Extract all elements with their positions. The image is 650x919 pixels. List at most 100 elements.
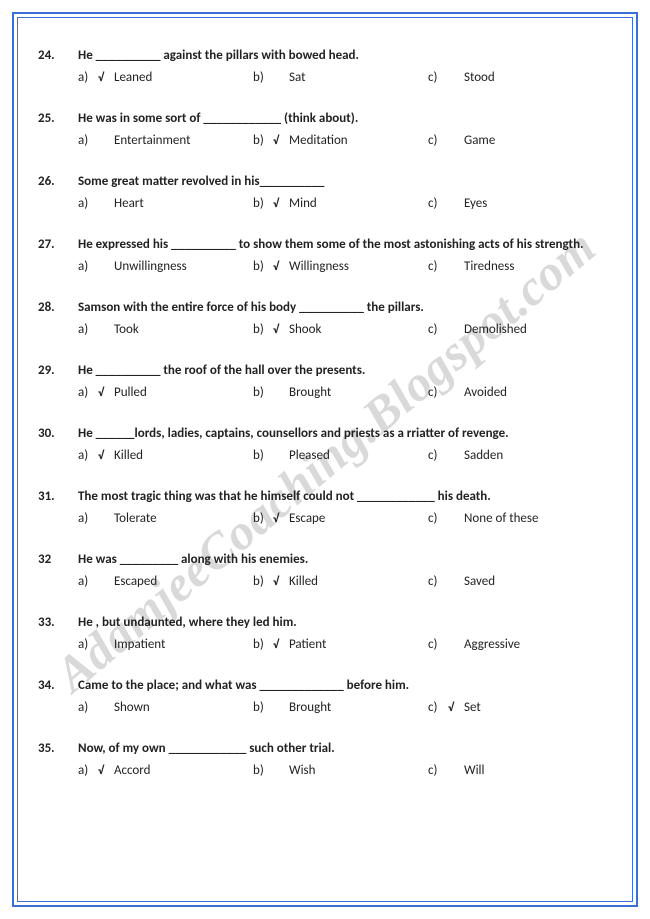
spacer xyxy=(38,282,612,298)
option-text: Brought xyxy=(289,698,331,718)
option-letter: a) xyxy=(78,698,98,718)
spacer xyxy=(38,723,612,739)
option: b)√Meditation xyxy=(253,131,428,151)
option-letter: c) xyxy=(428,635,448,655)
option: c)Avoided xyxy=(428,383,612,403)
spacer xyxy=(38,597,612,613)
option-letter: c) xyxy=(428,509,448,529)
option-letter: a) xyxy=(78,509,98,529)
option-letter: b) xyxy=(253,257,273,277)
option-text: Took xyxy=(114,320,139,340)
option: b)√Mind xyxy=(253,194,428,214)
option: a)Entertainment xyxy=(78,131,253,151)
option-text: Tiredness xyxy=(464,257,514,277)
option-letter: a) xyxy=(78,68,98,88)
spacer xyxy=(38,93,612,109)
option: b)Sat xyxy=(253,68,428,88)
option: a)Impatient xyxy=(78,635,253,655)
option-text: Mind xyxy=(289,194,317,214)
tick-icon: √ xyxy=(98,384,114,402)
options-row: a)Escapedb)√Killedc)Saved xyxy=(78,572,612,592)
question-body: The most tragic thing was that he himsel… xyxy=(78,487,612,528)
option: c)None of these xyxy=(428,509,612,529)
tick-icon: √ xyxy=(273,573,289,591)
option-letter: a) xyxy=(78,572,98,592)
question-number: 34. xyxy=(38,676,78,717)
option-text: Stood xyxy=(464,68,495,88)
options-row: a)Impatientb)√Patientc)Aggressive xyxy=(78,635,612,655)
option-letter: a) xyxy=(78,635,98,655)
question-number: 33. xyxy=(38,613,78,654)
question-body: Some great matter revolved in his_______… xyxy=(78,172,612,213)
question-number: 24. xyxy=(38,46,78,87)
option: b)√Shook xyxy=(253,320,428,340)
option-text: Game xyxy=(464,131,495,151)
question-stem: Samson with the entire force of his body… xyxy=(78,298,612,318)
options-row: a)√Pulledb) Brought c)Avoided xyxy=(78,383,612,403)
option-text: Leaned xyxy=(114,68,152,88)
question: 29.He __________ the roof of the hall ov… xyxy=(38,361,612,402)
option-text: Killed xyxy=(114,446,143,466)
option-letter: b) xyxy=(253,194,273,214)
option: a)Escaped xyxy=(78,572,253,592)
option-letter: a) xyxy=(78,194,98,214)
tick-icon: √ xyxy=(448,699,464,717)
question-body: He was in some sort of ____________ (thi… xyxy=(78,109,612,150)
question-body: He , but undaunted, where they led him.a… xyxy=(78,613,612,654)
option: b)Wish xyxy=(253,761,428,781)
option-text: Wish xyxy=(289,761,315,781)
option: b) Brought xyxy=(253,383,428,403)
option-text: Sadden xyxy=(464,446,503,466)
option-letter: c) xyxy=(428,383,448,403)
question: 25.He was in some sort of ____________ (… xyxy=(38,109,612,150)
question-number: 27. xyxy=(38,235,78,276)
spacer xyxy=(38,345,612,361)
question-stem: He __________ against the pillars with b… xyxy=(78,46,612,66)
option-letter: a) xyxy=(78,320,98,340)
option: a)Tolerate xyxy=(78,509,253,529)
option-text: Demolished xyxy=(464,320,527,340)
question-stem: He ______lords, ladies, captains, counse… xyxy=(78,424,612,444)
question: 30.He ______lords, ladies, captains, cou… xyxy=(38,424,612,465)
option-letter: a) xyxy=(78,131,98,151)
option-text: Unwillingness xyxy=(114,257,187,277)
questions-container: 24.He __________ against the pillars wit… xyxy=(38,46,612,802)
spacer xyxy=(38,219,612,235)
option: a)√Leaned xyxy=(78,68,253,88)
tick-icon: √ xyxy=(273,258,289,276)
option: c)Stood xyxy=(428,68,612,88)
option-text: Brought xyxy=(289,383,331,403)
option-letter: b) xyxy=(253,509,273,529)
option-text: Pleased xyxy=(289,446,330,466)
question-stem: Came to the place; and what was ________… xyxy=(78,676,612,696)
question-number: 26. xyxy=(38,172,78,213)
option: c)Demolished xyxy=(428,320,612,340)
option-letter: a) xyxy=(78,446,98,466)
question: 26.Some great matter revolved in his____… xyxy=(38,172,612,213)
question-number: 28. xyxy=(38,298,78,339)
option: c)Aggressive xyxy=(428,635,612,655)
spacer xyxy=(38,156,612,172)
option-text: Will xyxy=(464,761,485,781)
question-number: 25. xyxy=(38,109,78,150)
question: 28.Samson with the entire force of his b… xyxy=(38,298,612,339)
tick-icon: √ xyxy=(98,69,114,87)
question-body: He ______lords, ladies, captains, counse… xyxy=(78,424,612,465)
option-letter: b) xyxy=(253,383,273,403)
option-text: Shown xyxy=(114,698,150,718)
question: 35.Now, of my own ____________ such othe… xyxy=(38,739,612,780)
option: c)Eyes xyxy=(428,194,612,214)
question-stem: The most tragic thing was that he himsel… xyxy=(78,487,612,507)
question: 34.Came to the place; and what was _____… xyxy=(38,676,612,717)
question-number: 30. xyxy=(38,424,78,465)
option-text: Saved xyxy=(464,572,495,592)
option-text: Accord xyxy=(114,761,150,781)
option: a)√Pulled xyxy=(78,383,253,403)
question-number: 32 xyxy=(38,550,78,591)
option-text: Escape xyxy=(289,509,325,529)
option-letter: b) xyxy=(253,635,273,655)
option-text: Heart xyxy=(114,194,144,214)
option: c)Saved xyxy=(428,572,612,592)
option: a)Unwillingness xyxy=(78,257,253,277)
option-letter: c) xyxy=(428,131,448,151)
